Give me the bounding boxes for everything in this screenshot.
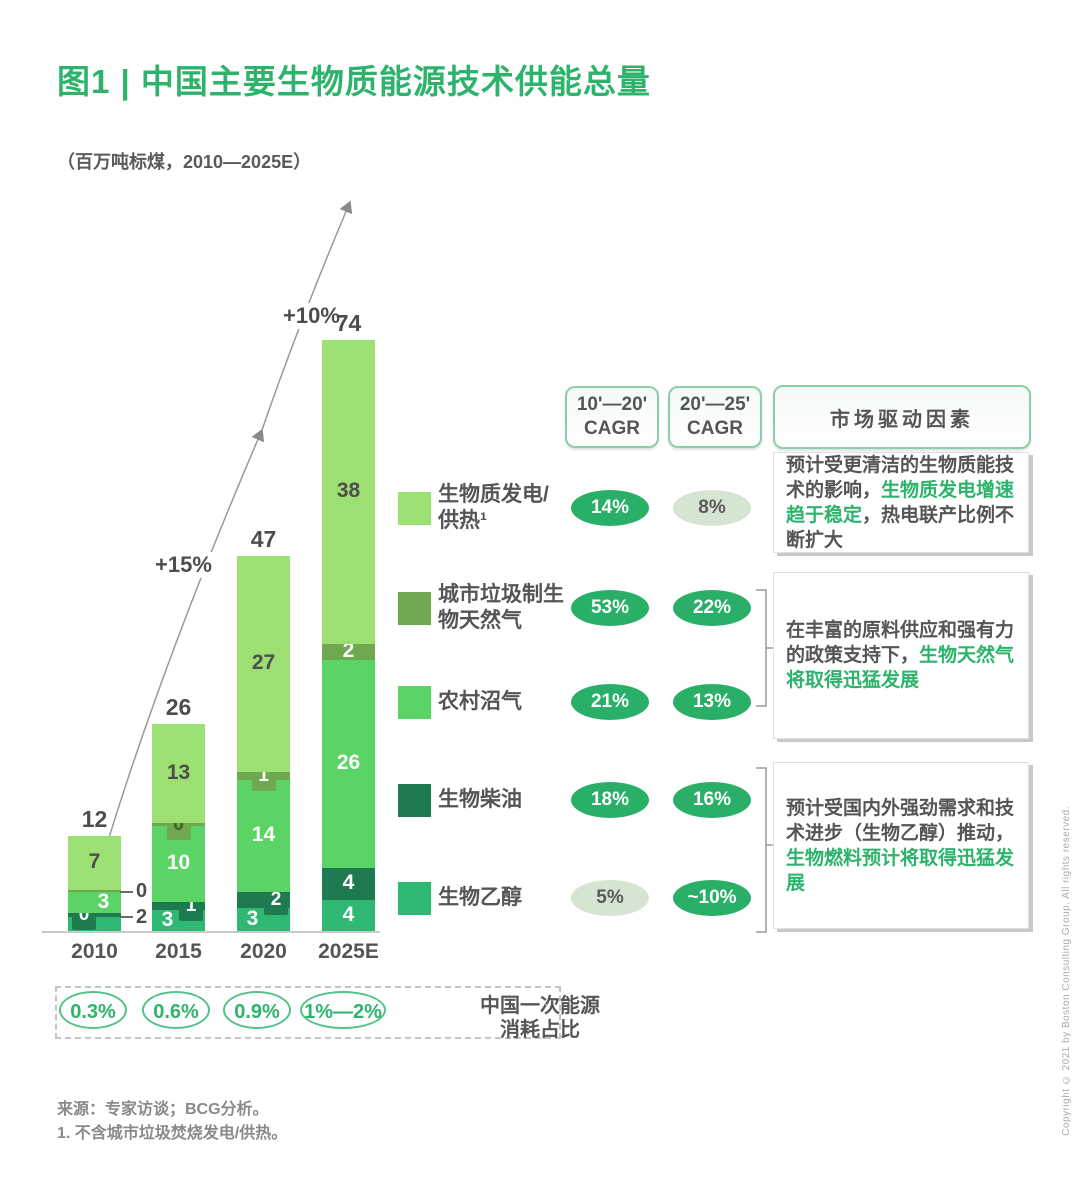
segment-value: 10 [166, 851, 191, 874]
legend-label-line: 城市垃圾制生 [438, 583, 564, 606]
bar-segment-2020-biogas [237, 780, 290, 892]
bar-segment-2010-power [68, 836, 121, 890]
bar-segment-2025E-diesel [322, 868, 375, 900]
leader-value: 0 [136, 880, 148, 902]
legend-swatch-ethanol [398, 882, 431, 915]
cagr-20-25-badge-diesel: 16% [673, 782, 751, 818]
cagr-20-25-badge-power: 8% [673, 490, 751, 526]
segment-value: 13 [166, 760, 191, 784]
source-note: 来源：专家访谈；BCG分析。 [57, 1101, 269, 1118]
bar-segment-2015-diesel [152, 902, 205, 910]
cagr-10-20-badge-biogas: 21% [571, 684, 649, 720]
cagr-header-20-25: 20'—25' CAGR [668, 386, 762, 448]
cagr-10-20-badge-diesel: 18% [571, 782, 649, 818]
legend-swatch-power [398, 492, 431, 525]
leader-value: 2 [136, 905, 148, 928]
x-axis-line [42, 931, 380, 933]
cagr-10-20-badge-ethanol: 5% [571, 880, 649, 916]
legend-label-power: 生物质发电/供热¹ [438, 482, 568, 534]
bar-segment-2025E-biogas [322, 660, 375, 868]
cagr-header-10-20: 10'—20' CAGR [565, 386, 659, 448]
leader-line [120, 890, 133, 893]
share-box-label: 中国一次能源 消耗占比 [480, 995, 600, 1041]
segment-value: 3 [161, 908, 174, 931]
share-oval-0.3%: 0.3% [59, 991, 127, 1029]
primary-energy-share-box [55, 986, 561, 1039]
bar-segment-2025E-ethanol [322, 900, 375, 932]
bar-segment-2020-power [237, 556, 290, 772]
page-title: 图1 | 中国主要生物质能源技术供能总量 [57, 63, 651, 100]
segment-value: 27 [251, 651, 276, 674]
copyright-text: Copyright © 2021 by Boston Consulting Gr… [1061, 806, 1072, 1136]
legend-label-msw: 城市垃圾制生 物天然气 [438, 582, 568, 634]
leader-line [120, 916, 133, 918]
legend-label-line: 生物质发电/ [438, 483, 549, 506]
legend-label-line: 物天然气 [438, 609, 522, 632]
segment-value: 14 [251, 823, 276, 846]
driver-box-3: 预计受国内外强劲需求和技术进步（生物乙醇）推动，生物燃料预计将取得迅猛发展 [773, 762, 1029, 929]
market-drivers-header: 市场驱动因素 [773, 385, 1031, 449]
bar-segment-2015-power [152, 724, 205, 823]
segment-value: 4 [342, 903, 355, 926]
legend-label-line: 生物柴油 [438, 788, 522, 811]
driver-text: 预计受国内外强劲需求和技术进步（生物乙醇）推动， [786, 797, 1015, 844]
chart-subtitle: （百万吨标煤，2010—2025E） [57, 152, 312, 172]
share-oval-0.6%: 0.6% [142, 991, 210, 1029]
share-oval-1%—2%: 1%—2% [300, 991, 386, 1029]
x-tick-2015: 2015 [155, 940, 202, 963]
segment-value: 4 [342, 871, 355, 894]
bar-segment-2010-biogas [68, 892, 121, 913]
segment-value-leader: 2 [120, 906, 147, 929]
driver-text: ，热电联产比例不断扩大 [786, 504, 1015, 551]
cagr-20-25-badge-ethanol: ~10% [673, 880, 751, 916]
bar-segment-2010-msw [68, 890, 121, 892]
segment-value: 3 [97, 889, 110, 913]
driver-box-2: 在丰富的原料供应和强有力的政策支持下，生物天然气将取得迅猛发展 [773, 572, 1029, 739]
driver-text: 在丰富的原料供应和强有力的政策支持下， [786, 620, 1015, 666]
legend-label-line: 供热¹ [438, 509, 487, 532]
driver-box-1: 预计受更清洁的生物质能技术的影响，生物质发电增速趋于稳定，热电联产比例不断扩大 [773, 452, 1029, 553]
bar-total-2015: 26 [165, 694, 192, 720]
legend-label-diesel: 生物柴油 [438, 787, 568, 813]
bar-total-2020: 47 [250, 526, 277, 552]
x-tick-2010: 2010 [71, 940, 118, 963]
legend-swatch-biogas [398, 686, 431, 719]
legend-label-line: 农村沼气 [438, 690, 522, 713]
x-tick-2025E: 2025E [318, 940, 379, 963]
segment-value: 2 [342, 639, 355, 662]
segment-value: 7 [88, 850, 101, 873]
segment-value: 3 [246, 907, 259, 930]
driver-highlight-text: 生物质发电增速趋于稳定 [786, 479, 1015, 526]
bar-segment-2025E-power [322, 340, 375, 644]
driver-highlight-text: 生物天然气将取得迅猛发展 [786, 645, 1015, 691]
legend-label-ethanol: 生物乙醇 [438, 885, 568, 911]
growth-label-10pct: +10% [280, 303, 343, 329]
legend-swatch-msw [398, 592, 431, 625]
segment-value: 26 [336, 751, 361, 774]
driver-text: 预计受更清洁的生物质能技术的影响， [786, 454, 1015, 501]
legend-label-biogas: 农村沼气 [438, 689, 568, 715]
segment-value-leader: 0 [120, 880, 147, 903]
growth-label-15pct: +15% [152, 552, 215, 578]
cagr-20-25-badge-msw: 22% [673, 590, 751, 626]
footnote-1: 1. 不含城市垃圾焚烧发电/供热。 [57, 1125, 288, 1142]
legend-label-line: 生物乙醇 [438, 886, 522, 909]
segment-value: 38 [336, 479, 361, 502]
driver-highlight-text: 生物燃料预计将取得迅猛发展 [786, 847, 1015, 894]
bar-total-2010: 12 [81, 806, 108, 832]
cagr-10-20-badge-msw: 53% [571, 590, 649, 626]
x-tick-2020: 2020 [240, 940, 287, 963]
cagr-20-25-badge-biogas: 13% [673, 684, 751, 720]
share-oval-0.9%: 0.9% [223, 991, 291, 1029]
bar-segment-2025E-msw [322, 644, 375, 660]
cagr-10-20-badge-power: 14% [571, 490, 649, 526]
legend-swatch-diesel [398, 784, 431, 817]
bar-total-2025E: 74 [335, 310, 362, 336]
